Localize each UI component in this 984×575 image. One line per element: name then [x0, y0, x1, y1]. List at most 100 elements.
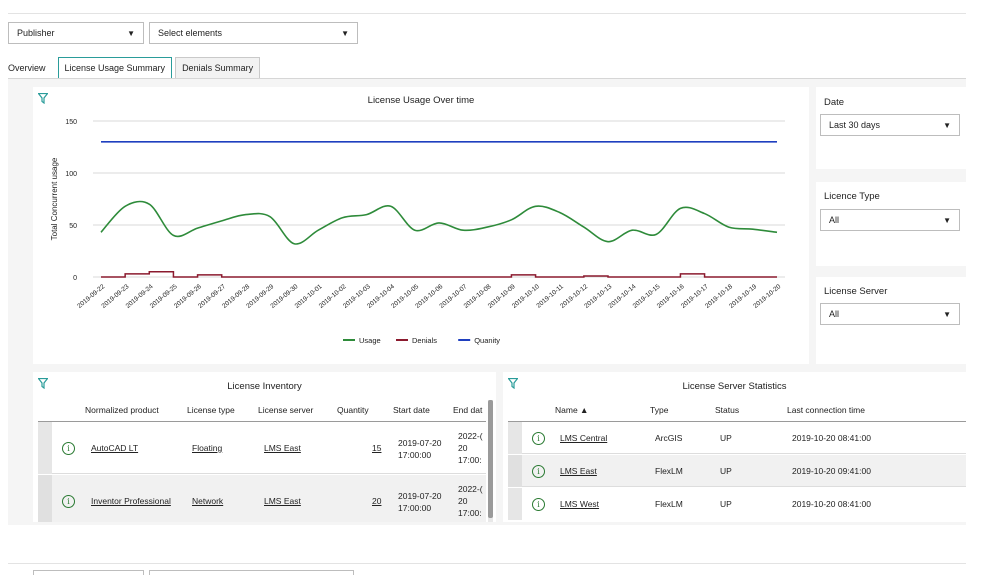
chart-title: License Usage Over time	[367, 95, 475, 106]
product-link[interactable]: AutoCAD LT	[91, 443, 139, 453]
server-name-link[interactable]: LMS East	[560, 466, 597, 476]
date-select[interactable]: Last 30 days ▼	[820, 114, 960, 136]
quantity-link[interactable]: 15	[372, 443, 382, 453]
license-type-link[interactable]: Floating	[192, 443, 223, 453]
filter-funnel-icon[interactable]	[37, 377, 49, 392]
table-row[interactable]: i LMS Central ArcGIS UP 2019-10-20 08:41…	[508, 422, 966, 454]
bottom-divider	[8, 563, 966, 564]
col-end-date[interactable]: End dat	[453, 405, 483, 415]
date-select-value: Last 30 days	[829, 120, 881, 130]
table-row[interactable]: i LMS East FlexLM UP 2019-10-20 09:41:00	[508, 455, 966, 487]
info-icon[interactable]: i	[62, 495, 75, 508]
col-name-sorted[interactable]: Name ▲	[555, 405, 589, 415]
start-date-cell: 2019-07-20 17:00:00	[398, 491, 442, 513]
table-row[interactable]: i AutoCAD LT Floating LMS East 15 2019-0…	[38, 422, 486, 474]
server-stats-title: License Server Statistics	[682, 381, 787, 392]
header-divider	[508, 421, 966, 422]
scrollbar-thumb[interactable]	[488, 400, 493, 518]
license-server-link[interactable]: LMS East	[264, 496, 301, 506]
info-icon[interactable]: i	[62, 442, 75, 455]
bottom-elements-select[interactable]	[149, 570, 354, 575]
col-start-date[interactable]: Start date	[393, 405, 430, 415]
server-time-cell: 2019-10-20 08:41:00	[792, 499, 871, 509]
chevron-down-icon: ▼	[943, 215, 951, 225]
info-icon[interactable]: i	[532, 498, 545, 511]
chevron-down-icon: ▼	[943, 120, 951, 130]
bottom-publisher-select[interactable]	[33, 570, 144, 575]
y-tick-label: 100	[65, 171, 77, 178]
elements-select[interactable]: Select elements ▼	[149, 22, 358, 44]
publisher-select-label: Publisher	[17, 28, 55, 38]
tab-license-usage-summary[interactable]: License Usage Summary	[57, 57, 173, 79]
server-name-link[interactable]: LMS West	[560, 499, 600, 509]
legend-label: Usage	[359, 336, 381, 345]
y-tick-label: 0	[73, 275, 77, 282]
row-gutter	[508, 455, 522, 487]
row-gutter	[508, 488, 522, 520]
tab-divider	[8, 78, 966, 79]
license-type-link[interactable]: Network	[192, 496, 224, 506]
server-type-cell: FlexLM	[655, 499, 683, 509]
filter-funnel-icon[interactable]	[37, 92, 49, 107]
col-last-connection[interactable]: Last connection time	[787, 405, 865, 415]
chevron-down-icon: ▼	[341, 28, 349, 38]
date-filter-label: Date	[824, 97, 845, 108]
series-line-usage	[100, 200, 778, 245]
top-divider	[8, 13, 966, 14]
tab-bar: Overview License Usage Summary Denials S…	[8, 57, 263, 79]
start-date-cell: 2019-07-20 17:00:00	[398, 438, 442, 460]
info-icon[interactable]: i	[532, 432, 545, 445]
row-gutter	[508, 422, 522, 454]
y-axis-label: Total Concurrent usage	[50, 157, 59, 240]
license-inventory-panel: License Inventory Normalized product Lic…	[33, 372, 496, 522]
table-row[interactable]: i Inventor Professional Network LMS East…	[38, 475, 486, 522]
server-time-cell: 2019-10-20 08:41:00	[792, 433, 871, 443]
col-status[interactable]: Status	[715, 405, 740, 415]
table-row[interactable]: i LMS West FlexLM UP 2019-10-20 08:41:00	[508, 488, 966, 520]
license-server-stats-panel: License Server Statistics Name ▲ Type St…	[503, 372, 966, 522]
server-time-cell: 2019-10-20 09:41:00	[792, 466, 871, 476]
publisher-select[interactable]: Publisher ▼	[8, 22, 144, 44]
server-status-cell: UP	[720, 433, 732, 443]
tab-overview[interactable]: Overview	[8, 57, 52, 79]
product-link[interactable]: Inventor Professional	[91, 496, 171, 506]
server-type-cell: FlexLM	[655, 466, 683, 476]
licence-type-label: Licence Type	[824, 191, 880, 202]
license-server-select-value: All	[829, 309, 840, 319]
col-license-server[interactable]: License server	[258, 405, 314, 415]
end-date-cell: 2022-( 20 17:00:	[458, 484, 483, 518]
filter-funnel-icon[interactable]	[507, 377, 519, 392]
row-gutter	[38, 422, 52, 474]
chevron-down-icon: ▼	[943, 309, 951, 319]
inventory-title: License Inventory	[227, 381, 302, 392]
legend-label: Denials	[412, 336, 437, 345]
series-line-denials	[101, 271, 777, 278]
legend-label: Quanity	[474, 336, 500, 345]
y-tick-label: 50	[69, 223, 77, 230]
licence-type-select[interactable]: All ▼	[820, 209, 960, 231]
license-server-select[interactable]: All ▼	[820, 303, 960, 325]
end-date-cell: 2022-( 20 17:00:	[458, 431, 483, 465]
tab-denials-summary-label: Denials Summary	[182, 63, 254, 73]
server-name-link[interactable]: LMS Central	[560, 433, 608, 443]
col-license-type[interactable]: License type	[187, 405, 235, 415]
x-tick-label: 2019-10-20	[752, 283, 782, 310]
server-type-cell: ArcGIS	[655, 433, 683, 443]
tab-license-usage-summary-label: License Usage Summary	[64, 63, 166, 73]
tab-denials-summary[interactable]: Denials Summary	[175, 57, 261, 79]
server-status-cell: UP	[720, 499, 732, 509]
elements-select-label: Select elements	[158, 28, 223, 38]
server-status-cell: UP	[720, 466, 732, 476]
info-icon[interactable]: i	[532, 465, 545, 478]
col-type[interactable]: Type	[650, 405, 669, 415]
col-normalized-product[interactable]: Normalized product	[85, 405, 159, 415]
header-divider	[38, 421, 486, 422]
license-server-label: License Server	[824, 286, 888, 297]
col-quantity[interactable]: Quantity	[337, 405, 369, 415]
license-server-link[interactable]: LMS East	[264, 443, 301, 453]
quantity-link[interactable]: 20	[372, 496, 382, 506]
tab-overview-label: Overview	[8, 63, 46, 73]
y-tick-label: 150	[65, 119, 77, 126]
licence-type-select-value: All	[829, 215, 840, 225]
